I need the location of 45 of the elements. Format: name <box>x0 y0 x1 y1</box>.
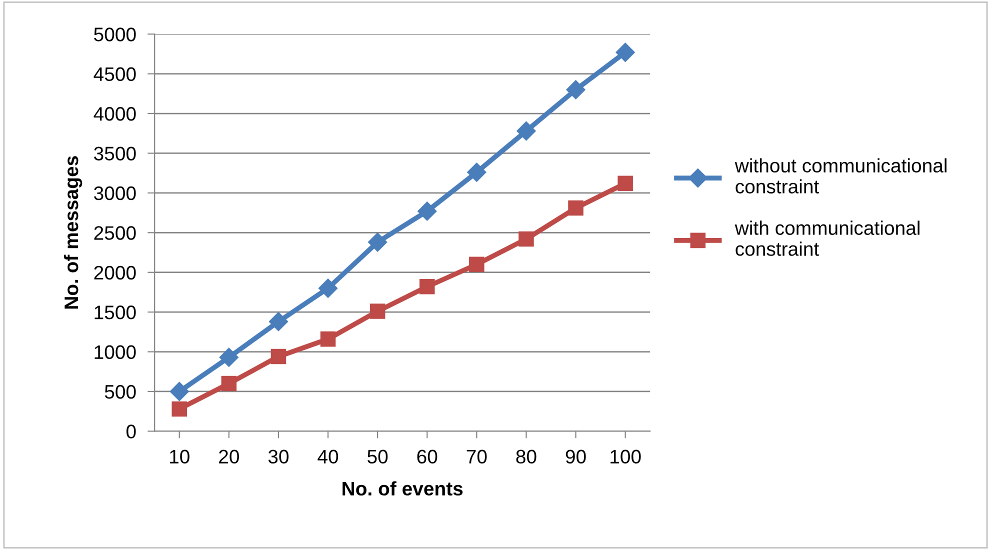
legend-label: with communicational constraint <box>734 220 920 256</box>
x-tick-label: 100 <box>610 450 641 464</box>
y-tick-label: 4000 <box>94 106 136 121</box>
point <box>419 279 435 294</box>
y-tick-label: 2000 <box>94 266 136 280</box>
y-tick-label: 0 <box>126 424 136 438</box>
y-axis-title: No. of messages <box>64 156 82 309</box>
point <box>618 176 633 192</box>
x-tick-label: 90 <box>566 450 586 464</box>
x-tick-label: 60 <box>417 450 438 464</box>
y-tick-label: 4500 <box>94 67 136 82</box>
x-tick-label: 30 <box>268 450 289 464</box>
y-tick-label: 2500 <box>94 226 136 240</box>
point <box>516 121 536 141</box>
point <box>219 348 238 367</box>
point <box>568 200 584 216</box>
legend-label: without communicational constraint <box>734 158 946 194</box>
x-axis-title: No. of events <box>342 481 463 496</box>
point <box>268 312 288 332</box>
point <box>566 80 586 100</box>
point <box>172 401 188 417</box>
x-tick-label: 70 <box>466 450 487 464</box>
point <box>370 304 386 319</box>
y-tick-label: 500 <box>104 384 136 399</box>
point <box>221 376 237 392</box>
point <box>418 202 437 221</box>
point <box>616 42 635 62</box>
point <box>320 331 336 347</box>
y-tick-label: 3000 <box>94 186 136 200</box>
point <box>469 256 484 272</box>
x-tick-label: 80 <box>516 450 536 464</box>
point <box>467 162 486 182</box>
x-tick-label: 20 <box>219 450 239 464</box>
y-tick-label: 3500 <box>94 146 136 160</box>
point <box>368 232 388 252</box>
y-tick-label: 5000 <box>94 28 136 42</box>
point <box>318 278 338 298</box>
x-tick-label: 50 <box>368 450 388 464</box>
y-tick-label: 1500 <box>94 306 136 320</box>
x-tick-label: 40 <box>318 450 338 464</box>
point <box>518 231 534 247</box>
point <box>170 382 189 402</box>
point <box>270 348 286 364</box>
y-tick-label: 1000 <box>94 345 136 360</box>
x-tick-label: 10 <box>170 450 190 464</box>
